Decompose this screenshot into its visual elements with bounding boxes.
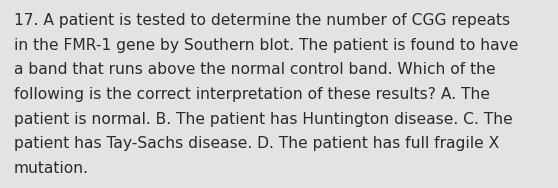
Text: mutation.: mutation. bbox=[14, 161, 89, 176]
Text: patient is normal. B. The patient has Huntington disease. C. The: patient is normal. B. The patient has Hu… bbox=[14, 112, 513, 127]
Text: following is the correct interpretation of these results? A. The: following is the correct interpretation … bbox=[14, 87, 490, 102]
Text: 17. A patient is tested to determine the number of CGG repeats: 17. A patient is tested to determine the… bbox=[14, 13, 510, 28]
Text: a band that runs above the normal control band. Which of the: a band that runs above the normal contro… bbox=[14, 62, 496, 77]
Text: patient has Tay-Sachs disease. D. The patient has full fragile X: patient has Tay-Sachs disease. D. The pa… bbox=[14, 136, 499, 151]
Text: in the FMR-1 gene by Southern blot. The patient is found to have: in the FMR-1 gene by Southern blot. The … bbox=[14, 38, 518, 53]
